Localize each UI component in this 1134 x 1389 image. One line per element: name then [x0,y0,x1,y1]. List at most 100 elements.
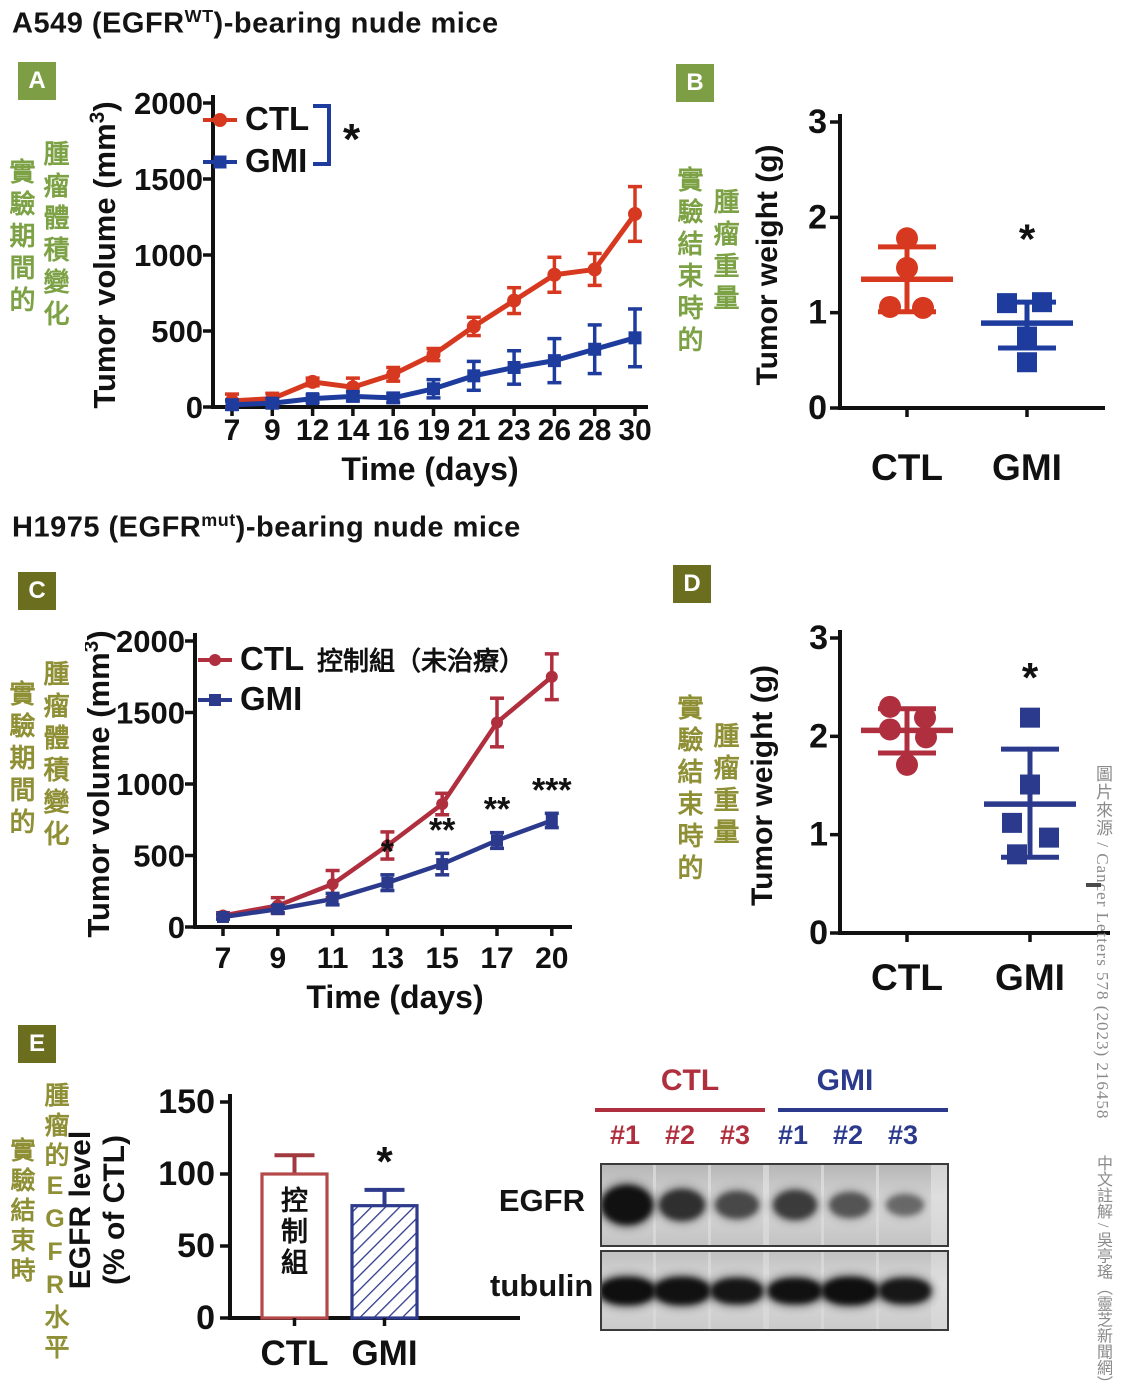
significance-label: * [1022,654,1039,701]
x-axis [840,931,1110,942]
svg-text:0: 0 [809,914,828,952]
data-point [628,206,642,221]
y-axis: 0 500 1000 1500 2000 [134,88,215,425]
data-point [265,396,279,410]
x-axis-title: Time (days) [306,979,483,1015]
svg-text:28: 28 [578,414,611,447]
annotation-b-tumor-weight: 腫瘤重量 [710,188,740,316]
blot-band [659,1189,705,1221]
group-GMI: * [981,216,1073,373]
panel-badge-c: C [18,572,56,610]
data-point [306,392,320,406]
blot-band [879,1277,931,1304]
svg-text:9: 9 [269,942,286,975]
data-point [1039,827,1059,848]
bar-inner-label: 控 [281,1186,308,1216]
data-point [587,262,602,277]
data-point [507,293,522,308]
significance-label: *** [532,771,572,809]
svg-text:11: 11 [317,942,349,975]
blot-lane-label: #1 [609,1120,641,1150]
svg-text:13: 13 [371,942,404,975]
x-category-label: CTL [260,1334,328,1373]
annotation-e-tumor-egfr-level: 腫瘤的EGFR水平 [41,1082,69,1364]
legend-label-GMI: GMI [240,680,302,717]
x-category-label: CTL [871,447,943,488]
blot-lane-label: #1 [777,1120,809,1150]
svg-text:500: 500 [151,314,203,349]
blot-band [602,1276,655,1305]
svg-text:1: 1 [809,816,828,854]
significance-label: * [381,833,395,871]
annotation-a-tumor-volume-change: 腫瘤體積變化 [40,140,70,332]
svg-text:1: 1 [808,294,827,332]
data-point [386,367,401,382]
svg-text:3: 3 [809,619,828,657]
legend-label-CTL: CTL [245,100,309,137]
x-category-label: GMI [995,957,1065,998]
svg-text:0: 0 [168,910,185,945]
bar-inner-label: 制 [281,1217,308,1247]
significance-label: ** [429,811,456,849]
data-point [491,716,503,729]
svg-text:19: 19 [417,414,450,447]
data-point [217,910,229,923]
svg-text:0: 0 [186,390,203,425]
blot-lane-label: #3 [887,1120,919,1150]
data-point [879,295,901,318]
svg-text:500: 500 [133,839,185,874]
data-point [896,256,918,279]
blot-box-EGFR [600,1163,949,1247]
data-point [1007,844,1027,865]
svg-text:23: 23 [497,414,530,447]
series-GMI [216,811,559,923]
chart-tumor-weight-h1975: 0 1 2 3 Tumor weight (g) CTL * GMI [750,619,1110,998]
data-point [381,876,394,889]
blot-lane-label: #3 [719,1120,751,1150]
data-point [491,834,503,847]
svg-text:50: 50 [177,1227,215,1265]
data-point [507,360,521,374]
data-point [209,694,221,706]
x-category-label: CTL [871,957,943,998]
data-point [1020,707,1040,728]
legend: CTL 控制組（未治療） GMI [198,640,525,717]
data-point [547,267,562,282]
svg-text:1500: 1500 [116,696,185,731]
svg-text:100: 100 [158,1155,215,1193]
svg-text:7: 7 [215,942,232,975]
data-point [346,389,360,403]
panel-badge-d: D [673,565,711,603]
blot-band [829,1192,871,1218]
svg-text:15: 15 [426,942,459,975]
data-point [912,296,934,319]
data-point [997,293,1017,314]
side-dash-decoration [1086,883,1101,887]
group-GMI: * [984,654,1076,865]
data-point [915,726,937,749]
side-caption-chinese-annotation: 中文註解 / 吳亭瑤（靈芝新聞網） [1094,1155,1111,1389]
blot-band [822,1276,878,1305]
data-point [326,893,339,906]
title-h1975: H1975 (EGFRmut)-bearing nude mice [12,510,521,545]
title-a549-superscript: WT [184,6,214,26]
panel-badge-a: A [18,62,56,100]
title-a549-suffix: )-bearing nude mice [213,7,499,40]
svg-text:0: 0 [808,389,827,427]
title-a549-prefix: A549 (EGFR [12,7,185,40]
bar-inner-label: 組 [281,1247,308,1278]
significance-label: * [1019,216,1036,263]
annotation-e-end-of-experiment: 實驗結束時 [7,1137,35,1287]
chart-tumor-weight-a549: 0 1 2 3 Tumor weight (g) CTL * GMI [755,103,1105,488]
western-blot-panel: CTL GMI #1 #2 #3 #1 #2 #3 EGFR tubulin [490,1062,1100,1362]
bar-GMI: * [350,1138,419,1326]
annotation-b-end-of-experiment: 實驗結束時的 [674,166,704,358]
title-h1975-suffix: )-bearing nude mice [235,511,521,544]
chart-tumor-volume-h1975: 0 500 1000 1500 2000 7 9 11 13 15 17 20 Time (days) T… [85,624,572,1015]
x-category-label: GMI [992,447,1062,488]
svg-text:2000: 2000 [134,88,203,121]
title-h1975-superscript: mut [201,510,236,530]
svg-text:20: 20 [535,942,568,975]
legend-label-GMI: GMI [245,142,307,179]
